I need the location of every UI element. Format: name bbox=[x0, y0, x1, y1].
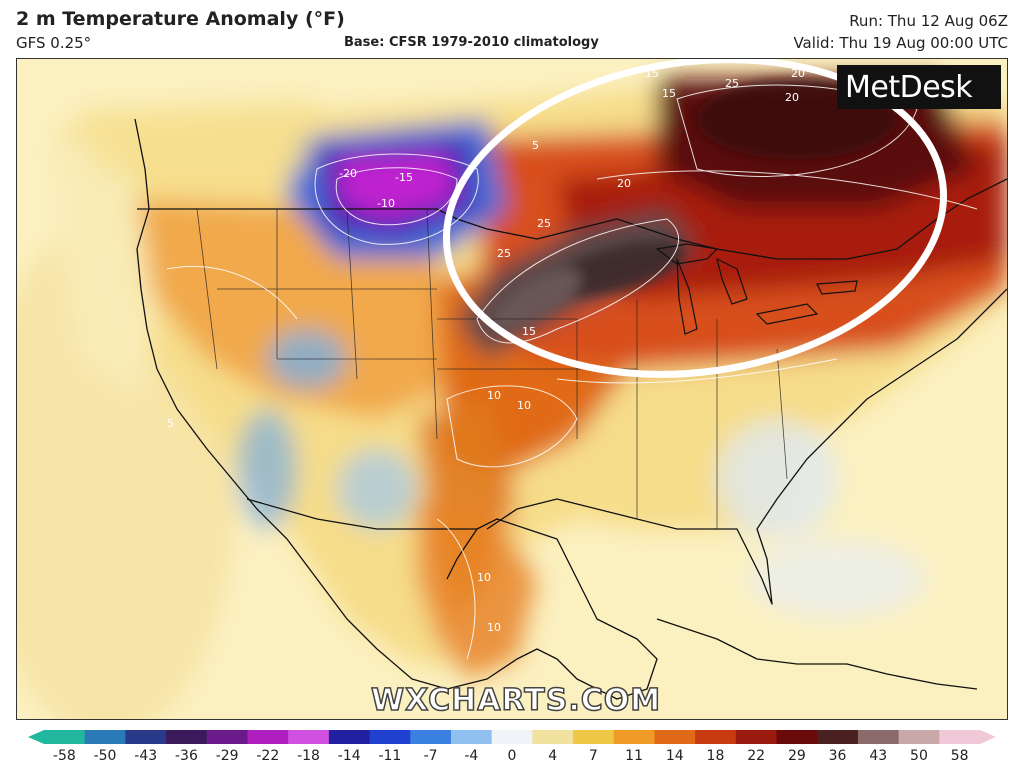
run-time-label: Run: Thu 12 Aug 06Z bbox=[849, 12, 1008, 30]
colorbar-tick-label: 50 bbox=[910, 748, 928, 764]
contour-label: 15 bbox=[662, 87, 676, 100]
contour-label: 10 bbox=[517, 399, 531, 412]
climatology-base-label: Base: CFSR 1979-2010 climatology bbox=[344, 35, 599, 50]
colorbar-cell bbox=[166, 730, 208, 744]
colorbar-tick-label: -18 bbox=[297, 748, 320, 764]
contour-label: 15 bbox=[522, 325, 536, 338]
colorbar-cell bbox=[532, 730, 574, 744]
colorbar-tick-label: -29 bbox=[215, 748, 239, 764]
contour-label: 25 bbox=[725, 77, 739, 90]
colorbar-cell bbox=[939, 730, 981, 744]
contour-label: 10 bbox=[487, 621, 501, 634]
contour-label: 5 bbox=[167, 417, 174, 430]
colorbar-tick-label: 4 bbox=[548, 748, 558, 764]
contours bbox=[166, 84, 978, 660]
contour-labels: 25 15 20 20 -20 -15 -10 25 20 25 15 15 1… bbox=[167, 67, 805, 634]
colorbar-tick-label: -36 bbox=[174, 748, 198, 764]
colorbar-cell bbox=[817, 730, 859, 744]
colorbar-cell bbox=[776, 730, 818, 744]
contour-label: 20 bbox=[785, 91, 799, 104]
map-title: 2 m Temperature Anomaly (°F) bbox=[16, 8, 345, 30]
metdesk-logo-text: MetDesk bbox=[845, 69, 973, 105]
contour-label: 25 bbox=[497, 247, 511, 260]
contour-label: 10 bbox=[477, 571, 491, 584]
colorbar-cell bbox=[206, 730, 248, 744]
great-lakes bbox=[655, 243, 858, 335]
colorbar-tick-label: 0 bbox=[507, 748, 517, 764]
contour-label: 5 bbox=[532, 139, 539, 152]
wxcharts-watermark: WXCHARTS.COM bbox=[370, 682, 662, 719]
colorbar-cell bbox=[735, 730, 778, 744]
colorbar-tick-label: -7 bbox=[423, 748, 438, 764]
colorbar-cell bbox=[450, 730, 493, 744]
colorbar-cell bbox=[84, 730, 126, 744]
colorbar-tick-label: 18 bbox=[706, 748, 725, 764]
colorbar-tick-label: -14 bbox=[337, 748, 361, 764]
colorbar-cell bbox=[288, 730, 330, 744]
temperature-anomaly-map: 25 15 20 20 -20 -15 -10 25 20 25 15 15 1… bbox=[17, 59, 1007, 719]
valid-time-label: Valid: Thu 19 Aug 00:00 UTC bbox=[793, 34, 1008, 52]
colorbar-cell bbox=[44, 730, 86, 744]
colorbar-tick-label: 36 bbox=[828, 748, 847, 764]
colorbar-cell bbox=[573, 730, 615, 744]
metdesk-logo: MetDesk bbox=[837, 65, 1001, 109]
colorbar-tick-label: 14 bbox=[665, 748, 684, 764]
highlight-ellipse bbox=[442, 59, 948, 378]
colorbar-tick-label: 29 bbox=[787, 748, 806, 764]
colorbar-cell bbox=[247, 730, 289, 744]
colorbar-tick-label: 58 bbox=[950, 748, 969, 764]
colorbar-cell bbox=[328, 730, 371, 744]
contour-label: -15 bbox=[395, 171, 413, 184]
colorbar bbox=[28, 730, 996, 744]
colorbar-cell bbox=[898, 730, 940, 744]
state-borders bbox=[196, 208, 788, 529]
colorbar-tick-label: 43 bbox=[869, 748, 888, 764]
colorbar-cell bbox=[125, 730, 167, 744]
colorbar-tick-label: -22 bbox=[256, 748, 280, 764]
colorbar-cell bbox=[410, 730, 452, 744]
colorbar-cell bbox=[857, 730, 900, 744]
contour-label: -20 bbox=[339, 167, 357, 180]
colorbar-tick-label: -58 bbox=[52, 748, 76, 764]
colorbar-cell bbox=[654, 730, 696, 744]
colorbar-tick-label: 7 bbox=[588, 748, 598, 764]
contour-label: 20 bbox=[617, 177, 631, 190]
colorbar-tick-label: 11 bbox=[625, 748, 643, 764]
contour-label: 10 bbox=[487, 389, 501, 402]
colorbar-tick-label: -50 bbox=[93, 748, 117, 764]
colorbar-tick-label: 22 bbox=[747, 748, 766, 764]
colorbar-right-arrow bbox=[980, 730, 996, 744]
map-panel: 25 15 20 20 -20 -15 -10 25 20 25 15 15 1… bbox=[16, 58, 1008, 720]
colorbar-cell bbox=[369, 730, 411, 744]
coastlines bbox=[134, 118, 1007, 700]
colorbar-cell bbox=[491, 730, 533, 744]
colorbar-cell bbox=[695, 730, 737, 744]
colorbar-cell bbox=[613, 730, 655, 744]
colorbar-tick-label: -4 bbox=[464, 748, 479, 764]
contour-label: 25 bbox=[537, 217, 551, 230]
colorbar-tick-label: -11 bbox=[378, 748, 402, 764]
contour-label: -10 bbox=[377, 197, 395, 210]
model-label: GFS 0.25° bbox=[16, 34, 92, 52]
colorbar-tick-label: -43 bbox=[134, 748, 158, 764]
colorbar-left-arrow bbox=[28, 730, 44, 744]
colorbar-tick-labels: -58 -50 -43 -36 -29 -22 -18 -14 -11 -7 -4 0 4 7 11 14 18… bbox=[0, 748, 1024, 770]
